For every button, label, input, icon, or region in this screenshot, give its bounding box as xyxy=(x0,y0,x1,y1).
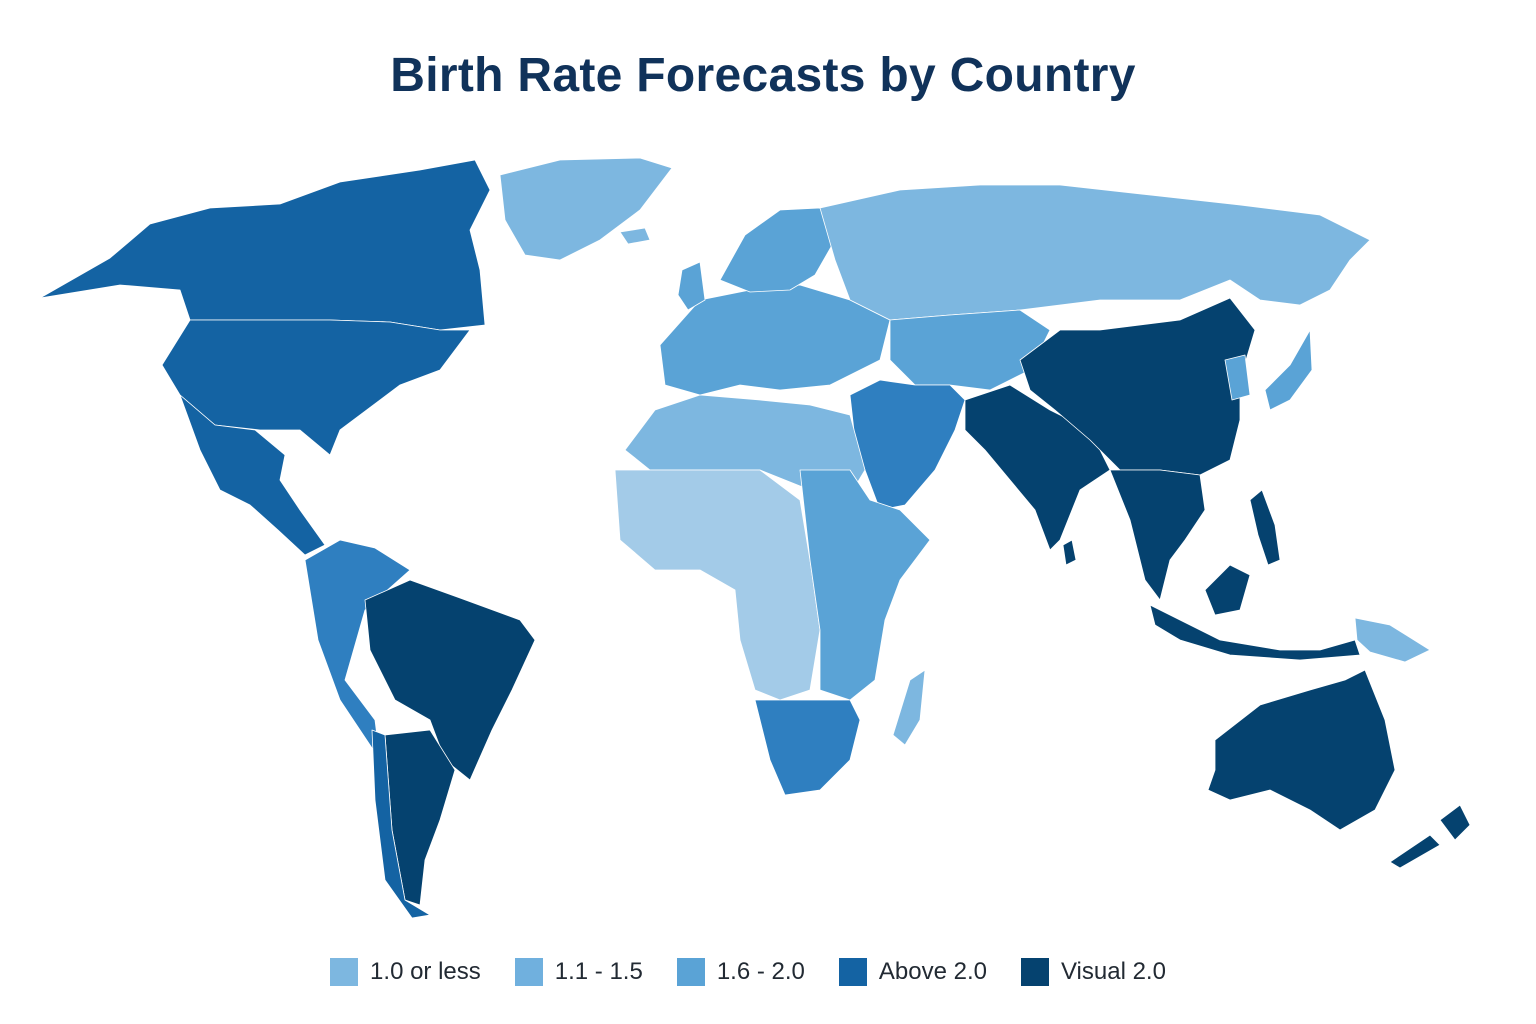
region-middle-east[interactable] xyxy=(849,379,966,511)
legend-item: 1.0 or less xyxy=(330,958,481,986)
region-russia[interactable] xyxy=(819,184,1371,321)
region-uk[interactable] xyxy=(677,261,706,311)
region-canada[interactable] xyxy=(39,159,491,331)
legend-swatch xyxy=(676,958,705,986)
legend-swatch xyxy=(1020,958,1049,986)
legend-swatch xyxy=(838,958,867,986)
region-iceland[interactable] xyxy=(619,227,651,245)
region-philippines[interactable] xyxy=(1249,489,1281,566)
legend-label: 1.1 - 1.5 xyxy=(554,958,643,985)
region-brazil[interactable] xyxy=(364,579,536,781)
region-indonesia[interactable] xyxy=(1149,564,1361,661)
region-north-south-america[interactable] xyxy=(304,539,411,761)
region-korea-japan[interactable] xyxy=(1224,329,1313,411)
region-sri-lanka[interactable] xyxy=(1062,539,1077,566)
legend-label: 1.6 - 2.0 xyxy=(716,958,805,985)
legend-item: Above 2.0 xyxy=(838,958,987,986)
legend-label: Above 2.0 xyxy=(878,958,987,985)
region-china[interactable] xyxy=(1019,297,1256,476)
legend-item: 1.1 - 1.5 xyxy=(514,958,643,986)
region-mexico-central-america[interactable] xyxy=(179,394,326,556)
legend-label: 1.0 or less xyxy=(370,958,481,985)
legend-swatch xyxy=(514,958,543,986)
region-madagascar[interactable] xyxy=(892,669,926,746)
world-map xyxy=(39,157,1471,919)
legend: 1.0 or less 1.1 - 1.5 1.6 - 2.0 Above 2.… xyxy=(0,958,1496,986)
legend-label: Visual 2.0 xyxy=(1060,958,1166,985)
region-southeast-asia[interactable] xyxy=(1109,469,1206,601)
region-chile[interactable] xyxy=(371,729,431,919)
legend-item: Visual 2.0 xyxy=(1020,958,1166,986)
region-greenland[interactable] xyxy=(499,157,673,261)
region-southern-africa[interactable] xyxy=(754,699,861,796)
region-west-central-africa[interactable] xyxy=(614,469,821,701)
region-australia[interactable] xyxy=(1207,669,1396,831)
region-new-zealand[interactable] xyxy=(1389,804,1471,869)
map-title: Birth Rate Forecasts by Country xyxy=(390,49,1136,102)
region-scandinavia[interactable] xyxy=(719,207,836,293)
legend-item: 1.6 - 2.0 xyxy=(676,958,805,986)
region-papua-new-guinea[interactable] xyxy=(1354,617,1431,663)
region-east-africa[interactable] xyxy=(799,469,931,701)
region-central-asia[interactable] xyxy=(889,309,1051,391)
legend-swatch xyxy=(330,958,359,986)
